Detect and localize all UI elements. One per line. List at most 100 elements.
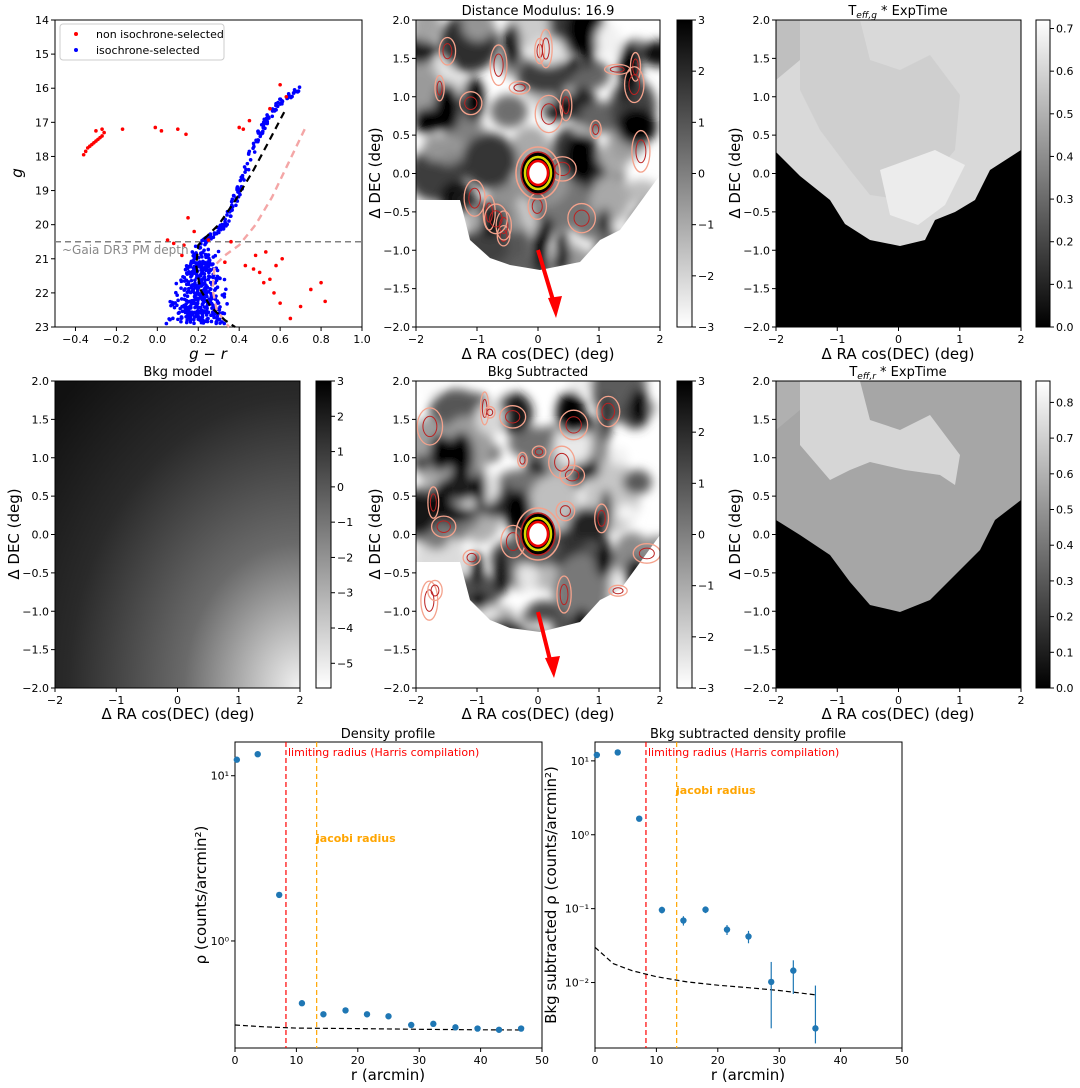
contour-line <box>462 549 481 566</box>
selected-star <box>179 315 184 319</box>
teffg-xtick-label: −1 <box>829 333 845 346</box>
non-selected-star <box>241 127 246 131</box>
dens2-xtick-label: 10 <box>649 1054 663 1067</box>
contour-line <box>427 579 443 602</box>
selected-star <box>194 305 199 309</box>
selected-star <box>256 131 261 135</box>
dens2-data-point <box>745 933 752 940</box>
non-selected-star <box>247 118 252 123</box>
contour-line <box>596 395 621 428</box>
bkg-ytick-label: 0.5 <box>32 490 50 503</box>
contour-line <box>420 580 439 621</box>
bkg-heatmap <box>55 381 300 688</box>
selected-star <box>169 303 173 308</box>
selected-star <box>297 85 302 89</box>
contour-line <box>631 129 651 173</box>
selected-star <box>190 250 195 254</box>
dens2-data-point <box>768 978 775 986</box>
cmd-ytick-label: 18 <box>35 150 49 163</box>
density-peak <box>448 432 474 480</box>
selected-star <box>218 321 222 325</box>
dens-data-point <box>517 1025 525 1032</box>
teffr-xtick-label: 2 <box>1018 694 1025 707</box>
bkg-cbar-tick-label: 3 <box>337 375 344 388</box>
non-selected-star <box>94 129 98 133</box>
selected-star <box>192 321 196 326</box>
non-selected-star <box>153 125 158 130</box>
dens-limit-label: limiting radius (Harris compilation) <box>288 746 479 759</box>
density-peak <box>567 55 581 73</box>
non-selected-star <box>192 229 196 234</box>
selected-star <box>198 274 203 278</box>
teffg-ytick-label: −1.5 <box>743 283 770 296</box>
selected-star <box>189 262 193 266</box>
contour-line <box>534 448 544 456</box>
teffg-ylabel: Δ DEC (deg) <box>726 127 744 218</box>
dens2-ylabel: Bkg subtracted ρ (counts/arcmin²) <box>542 766 560 1024</box>
selected-star <box>193 278 197 282</box>
selected-star <box>240 173 245 178</box>
selected-star <box>223 221 228 225</box>
teffr-title: Teff,r * ExpTime <box>848 365 946 382</box>
bkg-ytick-label: 1.0 <box>32 452 50 465</box>
teffr-ytick-label: 2.0 <box>753 375 771 388</box>
dens2-xtick-label: 50 <box>895 1054 909 1067</box>
selected-star <box>185 282 189 286</box>
selected-star <box>198 318 202 322</box>
contour-line <box>594 503 610 534</box>
selected-star <box>215 285 220 290</box>
teffr-colorbar <box>1035 380 1051 689</box>
gaia-depth-label: ~Gaia DR3 PM depth <box>62 243 189 257</box>
dm-ytick-label: 2.0 <box>393 14 411 27</box>
density-blob <box>461 20 495 42</box>
selected-star <box>215 299 220 303</box>
bkgsub-xtick-label: −1 <box>469 694 485 707</box>
selected-star <box>199 305 203 310</box>
cmd-xlabel: g − r <box>189 345 228 363</box>
selected-star <box>251 141 256 146</box>
contour-line <box>519 455 526 465</box>
contour-line <box>429 493 437 512</box>
selected-star <box>204 268 208 273</box>
selected-star <box>195 312 200 316</box>
contour-line <box>436 80 443 96</box>
dm-heatmap <box>416 20 660 327</box>
teffr-cbar-tick-label: 0.3 <box>1056 575 1074 588</box>
contour-line <box>567 202 597 234</box>
contour-line <box>632 543 660 564</box>
density-peak <box>493 545 509 597</box>
selected-star <box>164 321 169 326</box>
density-peak <box>428 434 453 473</box>
teffg-ytick-label: 1.5 <box>753 52 771 65</box>
teffr-ytick-label: −1.0 <box>743 605 770 618</box>
teffg-xtick-label: 2 <box>1018 333 1025 346</box>
teffr-cbar-tick-label: 0.6 <box>1056 468 1074 481</box>
non-selected-star <box>83 149 88 154</box>
selected-star <box>201 310 205 315</box>
contour-line <box>416 407 444 446</box>
selected-star <box>189 284 194 288</box>
selected-star <box>192 256 197 261</box>
selected-star <box>205 309 209 314</box>
dm-ytick-label: −2.0 <box>383 321 410 334</box>
bkgsub-ytick-label: 1.0 <box>393 452 411 465</box>
selected-star <box>200 281 204 286</box>
selected-star <box>211 310 215 315</box>
teffg-cbar-tick-label: 0.6 <box>1056 65 1074 78</box>
contour-line <box>635 139 647 164</box>
teffg-xtick-label: −2 <box>768 333 784 346</box>
density-peak <box>598 207 611 235</box>
selected-star <box>179 278 183 282</box>
contour-line <box>538 28 553 69</box>
selected-star <box>205 319 210 324</box>
teffr-ytick-label: 0.0 <box>753 529 771 542</box>
selected-star <box>175 303 179 308</box>
cmd-ytick-label: 20 <box>35 219 49 232</box>
density-blob <box>443 470 477 503</box>
selected-star <box>179 297 184 301</box>
density-peak <box>595 542 615 578</box>
selected-star <box>185 272 189 276</box>
selected-star <box>205 294 209 299</box>
non-selected-star <box>229 239 233 244</box>
teffr-cbar-tick-label: 0.1 <box>1056 646 1074 659</box>
